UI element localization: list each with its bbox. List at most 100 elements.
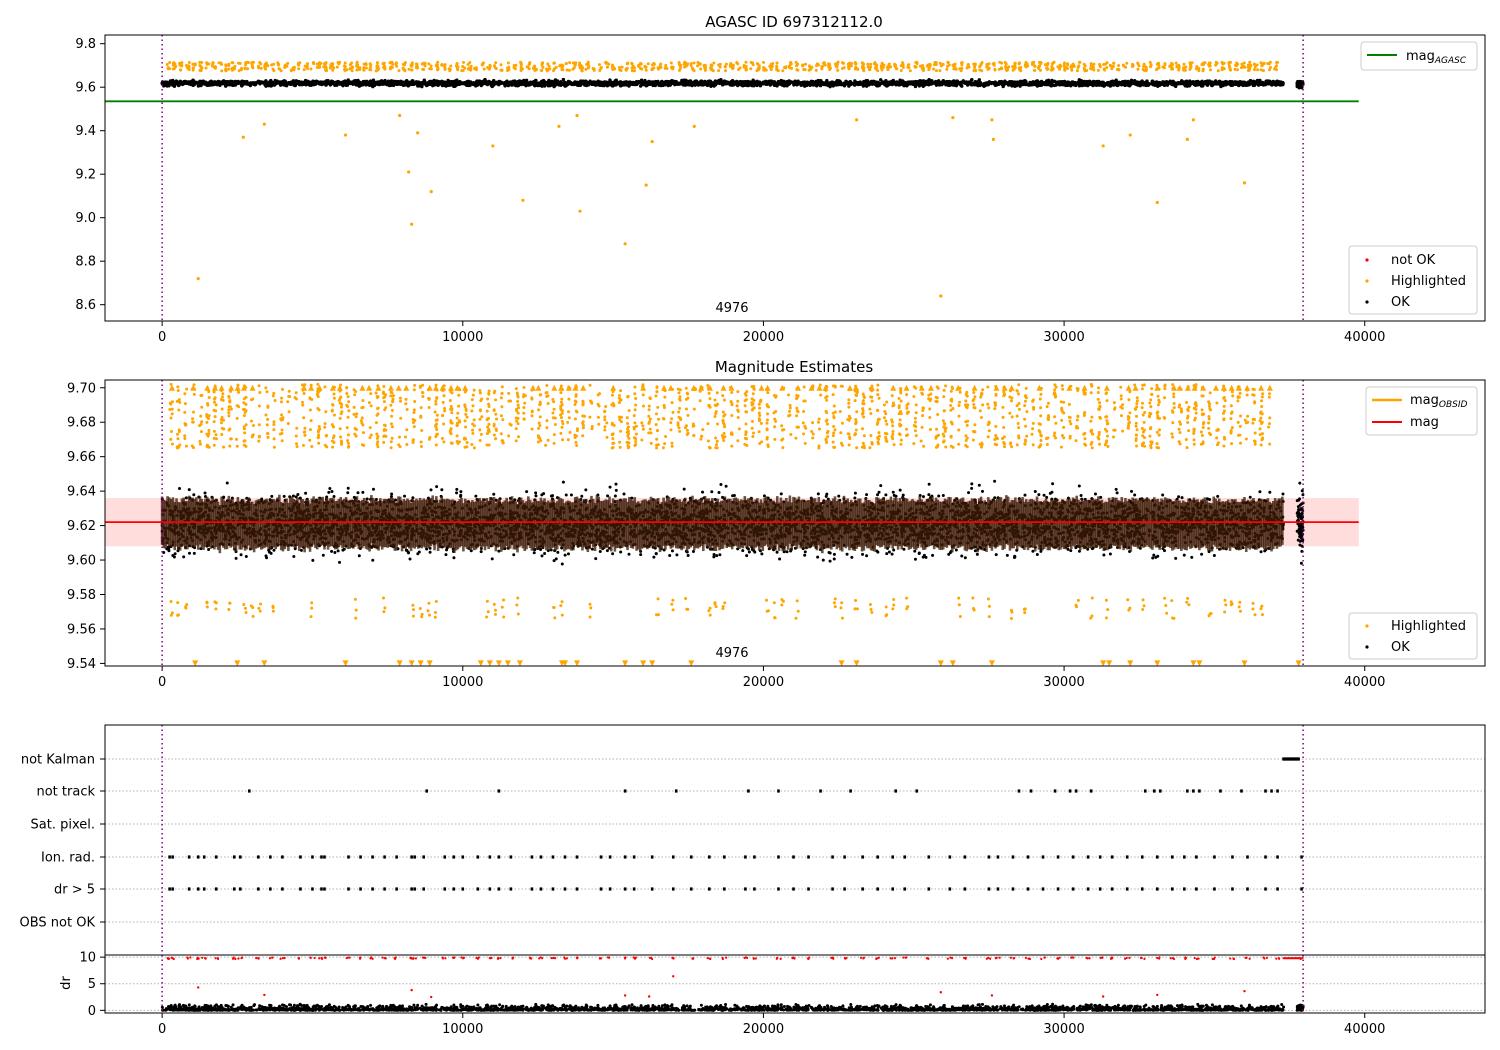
ok-point — [381, 80, 385, 84]
highlighted-point — [598, 69, 602, 73]
highlighted-point — [193, 63, 197, 67]
highlighted-point — [206, 401, 210, 405]
highlighted-point — [880, 63, 884, 67]
highlighted-outlier — [491, 144, 495, 148]
highlighted-point — [331, 68, 335, 72]
highlighted-point — [362, 66, 366, 70]
highlighted-point — [519, 65, 523, 69]
highlighted-outlier — [623, 242, 627, 246]
ok-point — [584, 79, 588, 83]
highlighted-point — [433, 610, 437, 614]
highlighted-point — [227, 411, 231, 415]
highlighted-point — [606, 65, 610, 69]
highlighted-outlier — [855, 118, 859, 122]
highlighted-point — [246, 61, 250, 65]
highlighted-point — [224, 67, 228, 71]
highlighted-point — [199, 430, 203, 434]
highlighted-point — [272, 62, 276, 66]
ok-point — [372, 82, 377, 86]
panel-agasc-plot-area — [105, 35, 1359, 321]
highlighted-point — [1089, 62, 1093, 66]
highlighted-point — [678, 68, 682, 72]
ok-point — [491, 83, 496, 87]
highlighted-point — [1083, 64, 1087, 68]
highlighted-point — [399, 416, 403, 420]
ok-point — [891, 78, 895, 83]
ok-point — [1198, 81, 1203, 86]
panel-agasc-annotation: 4976 — [715, 301, 748, 316]
ok-point — [567, 81, 572, 85]
highlighted-point — [240, 66, 244, 70]
highlighted-point — [187, 61, 191, 65]
highlighted-point — [1011, 65, 1015, 69]
highlighted-point — [1066, 62, 1070, 66]
highlighted-point — [398, 445, 402, 449]
highlighted-point — [166, 66, 170, 70]
highlighted-point — [960, 61, 964, 65]
legend-mag-agasc-label: mag — [1406, 49, 1435, 64]
highlighted-point — [212, 420, 216, 424]
ok-point — [1176, 81, 1180, 85]
highlighted-point — [347, 409, 351, 413]
highlighted-point — [1220, 60, 1224, 64]
highlighted-point — [796, 62, 800, 66]
highlighted-point — [433, 615, 437, 619]
highlighted-point — [750, 61, 754, 65]
ok-point — [1056, 80, 1060, 84]
highlighted-point — [804, 62, 808, 66]
highlighted-point — [176, 613, 180, 617]
highlighted-point — [427, 601, 431, 605]
highlighted-point — [205, 605, 209, 609]
highlighted-point — [411, 420, 415, 424]
highlighted-point — [455, 62, 459, 66]
ok-point — [410, 81, 415, 85]
highlighted-point — [1233, 67, 1237, 71]
highlighted-point — [488, 63, 492, 67]
highlighted-point — [1018, 66, 1022, 70]
legend-status-panel1: not OK Highlighted OK — [1348, 245, 1478, 315]
highlighted-point — [280, 439, 284, 443]
highlighted-point — [272, 423, 276, 427]
highlighted-point — [382, 400, 386, 404]
ok-point — [548, 82, 553, 86]
highlighted-point — [440, 413, 444, 417]
highlighted-point — [263, 64, 267, 68]
ok-point — [1100, 83, 1105, 87]
highlighted-point — [332, 392, 336, 396]
highlighted-point — [251, 614, 255, 618]
highlighted-point — [368, 62, 372, 66]
ok-point — [1165, 82, 1170, 86]
highlighted-point — [1228, 67, 1232, 71]
highlighted-point — [227, 607, 231, 611]
highlighted-point — [665, 67, 669, 71]
highlighted-point — [242, 602, 246, 606]
highlighted-point — [1141, 68, 1145, 72]
highlighted-point — [375, 61, 379, 65]
highlighted-point — [1276, 60, 1280, 64]
highlighted-point — [1033, 64, 1037, 68]
highlighted-point — [847, 64, 851, 68]
highlighted-point — [703, 68, 707, 72]
highlighted-outlier — [1185, 137, 1189, 141]
highlighted-point — [242, 401, 246, 405]
highlighted-point — [873, 66, 877, 70]
highlighted-outlier — [578, 209, 582, 213]
highlighted-point — [246, 67, 250, 71]
highlighted-point — [670, 65, 674, 69]
highlighted-point — [198, 424, 202, 428]
highlighted-point — [415, 65, 419, 69]
highlighted-point — [264, 386, 268, 390]
highlighted-point — [265, 423, 269, 427]
highlighted-point — [322, 65, 326, 69]
highlighted-point — [322, 62, 326, 66]
highlighted-point — [1096, 68, 1100, 72]
highlighted-point — [1267, 68, 1271, 72]
highlighted-point — [220, 69, 224, 73]
highlighted-point — [414, 62, 418, 66]
highlighted-point — [237, 69, 241, 73]
highlighted-point — [361, 431, 365, 435]
highlighted-point — [170, 412, 174, 416]
highlighted-point — [1006, 66, 1010, 70]
highlighted-point — [1062, 64, 1066, 68]
ok-point — [706, 83, 710, 87]
